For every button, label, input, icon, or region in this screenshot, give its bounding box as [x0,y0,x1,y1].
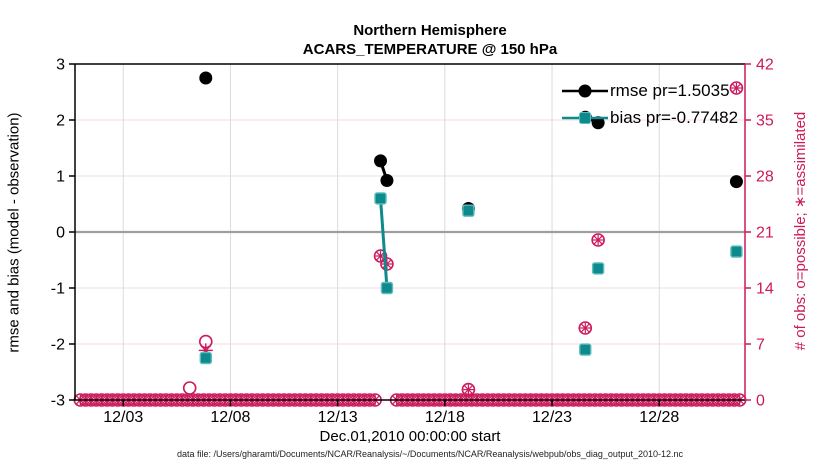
obs-count-markers [182,81,744,397]
chart-title-block: Northern Hemisphere ACARS_TEMPERATURE @ … [95,22,765,60]
left-tick-label: -3 [51,393,65,410]
x-axis-label: Dec.01,2010 00:00:00 start [319,428,501,445]
right-tick-label: 7 [756,337,765,354]
x-tick-label: 12/18 [425,409,465,426]
legend-row-bias: bias pr=-0.77482 [560,104,738,131]
left-tick-label: -2 [51,337,65,354]
right-tick-label: 21 [756,225,774,242]
series-bias [199,192,743,365]
legend: rmse pr=1.5035 bias pr=-0.77482 [560,77,738,131]
x-tick-label: 12/23 [532,409,572,426]
left-tick-label: 3 [56,57,65,74]
legend-label-bias: bias pr=-0.77482 [610,107,739,127]
legend-label-rmse: rmse pr=1.5035 [610,80,730,100]
left-tick-label: 1 [56,169,65,186]
axes: -3 -2 -1 0 1 2 3 0 7 14 21 28 35 42 12/03 12/08 12/13 12/… [51,57,774,427]
left-tick-label: 0 [56,225,65,242]
data-file-note: data file: /Users/gharamti/Documents/NCA… [176,449,683,459]
left-tick-label: 2 [56,113,65,130]
right-tick-label: 35 [756,113,774,130]
left-tick-label: -1 [51,281,65,298]
right-tick-label: 28 [756,169,774,186]
legend-row-rmse: rmse pr=1.5035 [560,77,738,104]
chart-subtitle: ACARS_TEMPERATURE @ 150 hPa [302,40,558,58]
rmse-legend-marker [562,84,608,97]
bias-legend-marker [562,111,608,124]
right-tick-label: 42 [756,57,774,74]
right-tick-label: 14 [756,281,774,298]
x-tick-label: 12/03 [103,409,143,426]
x-tick-label: 12/13 [318,409,358,426]
right-tick-label: 0 [756,393,765,410]
chart-title: Northern Hemisphere [353,22,507,39]
x-tick-label: 12/08 [210,409,250,426]
x-tick-label: 12/28 [639,409,679,426]
